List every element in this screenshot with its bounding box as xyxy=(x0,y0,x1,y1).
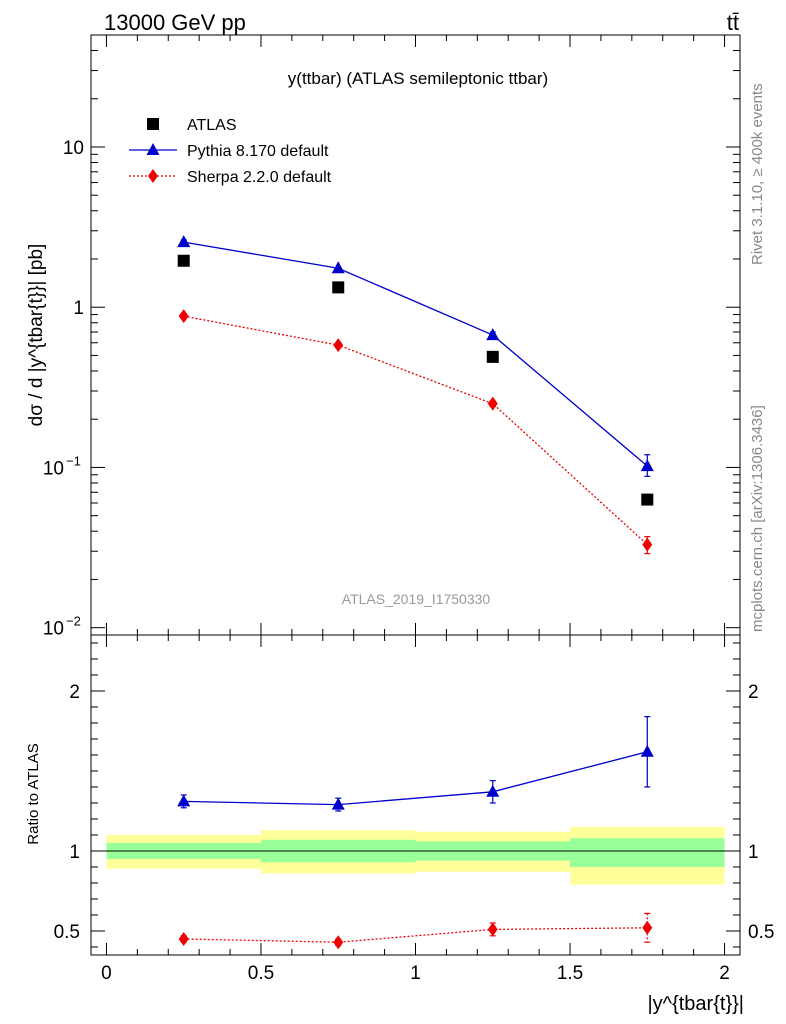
main-point-triangle xyxy=(177,235,191,248)
ratio-point-diamond xyxy=(642,920,653,935)
ratio-y-axis-label: Ratio to ATLAS xyxy=(25,743,42,844)
legend-marker-diamond xyxy=(148,169,158,183)
rivet-version-label: Rivet 3.1.10, ≥ 400k events xyxy=(749,83,766,265)
legend-marker-square xyxy=(147,118,159,130)
main-y-tick-label: 10 xyxy=(43,619,64,640)
x-tick-label: 2 xyxy=(719,963,730,984)
main-point-square xyxy=(641,493,654,506)
main-y-tick-exponent: −1 xyxy=(66,453,81,468)
main-y-tick-exponent: −2 xyxy=(66,614,81,629)
main-point-square xyxy=(332,281,345,294)
main-point-diamond xyxy=(487,396,498,411)
mcplots-url-label: mcplots.cern.ch [arXiv:1306.3436] xyxy=(749,405,766,632)
legend-label: Sherpa 2.2.0 default xyxy=(187,169,332,186)
ratio-y-tick-label: 0.5 xyxy=(54,922,80,943)
main-point-diamond xyxy=(642,537,653,552)
ratio-point-triangle xyxy=(331,797,345,810)
ratio-series-line xyxy=(183,751,648,806)
main-y-axis-label: dσ / d |y^{tbar{t}}| [pb] xyxy=(26,244,47,427)
x-tick-label: 0 xyxy=(101,963,112,984)
main-y-tick-label: 10 xyxy=(63,138,84,159)
ratio-point-triangle xyxy=(177,794,191,807)
legend: ATLAS Pythia 8.170 default Sherpa 2.2.0 de… xyxy=(129,117,332,186)
main-point-triangle xyxy=(486,328,500,341)
ratio-y-tick-label-right: 0.5 xyxy=(748,922,774,943)
ratio-point-diamond xyxy=(178,932,189,946)
main-point-square xyxy=(486,350,499,363)
main-series-line xyxy=(183,241,648,467)
ratio-panel-ticks: 0 0.5 1 1.5 2 0.5 0.5 1 1 2 2 xyxy=(54,635,774,984)
x-axis-label: |y^{tbar{t}}| xyxy=(647,993,744,1015)
ratio-panel-frame xyxy=(90,634,741,956)
main-y-tick-label: 1 xyxy=(73,298,84,319)
main-series-line xyxy=(183,315,648,546)
main-point-square xyxy=(177,254,190,267)
ratio-series-line xyxy=(183,927,648,943)
ratio-panel-series xyxy=(177,715,654,950)
main-point-diamond xyxy=(333,338,344,353)
ratio-point-diamond xyxy=(333,935,344,950)
ratio-point-triangle xyxy=(486,784,500,797)
main-point-diamond xyxy=(178,309,189,324)
main-point-triangle xyxy=(640,459,654,472)
ratio-y-tick-label: 2 xyxy=(69,682,80,703)
ratio-panel-bands xyxy=(91,827,740,885)
header-energy-label: 13000 GeV pp xyxy=(104,10,246,35)
ratio-y-tick-label-right: 1 xyxy=(748,842,759,863)
analysis-id-label: ATLAS_2019_I1750330 xyxy=(342,591,491,607)
x-tick-label: 1 xyxy=(410,963,421,984)
main-point-triangle xyxy=(331,261,345,274)
header-process-label: tt̄ xyxy=(727,10,739,35)
x-tick-label: 1.5 xyxy=(557,963,583,984)
main-y-tick-label: 10 xyxy=(43,458,64,479)
legend-marker-triangle xyxy=(146,143,160,155)
main-plot-title: y(ttbar) (ATLAS semileptonic ttbar) xyxy=(288,69,548,88)
x-tick-label: 0.5 xyxy=(248,963,274,984)
ratio-inner-band xyxy=(570,838,725,867)
legend-label: Pythia 8.170 default xyxy=(187,143,329,160)
ratio-y-tick-label: 1 xyxy=(69,842,80,863)
ratio-y-tick-label-right: 2 xyxy=(748,682,759,703)
main-panel-series xyxy=(177,235,654,555)
ratio-point-diamond xyxy=(487,922,498,937)
legend-label: ATLAS xyxy=(187,117,237,134)
ratio-point-triangle xyxy=(640,744,654,757)
